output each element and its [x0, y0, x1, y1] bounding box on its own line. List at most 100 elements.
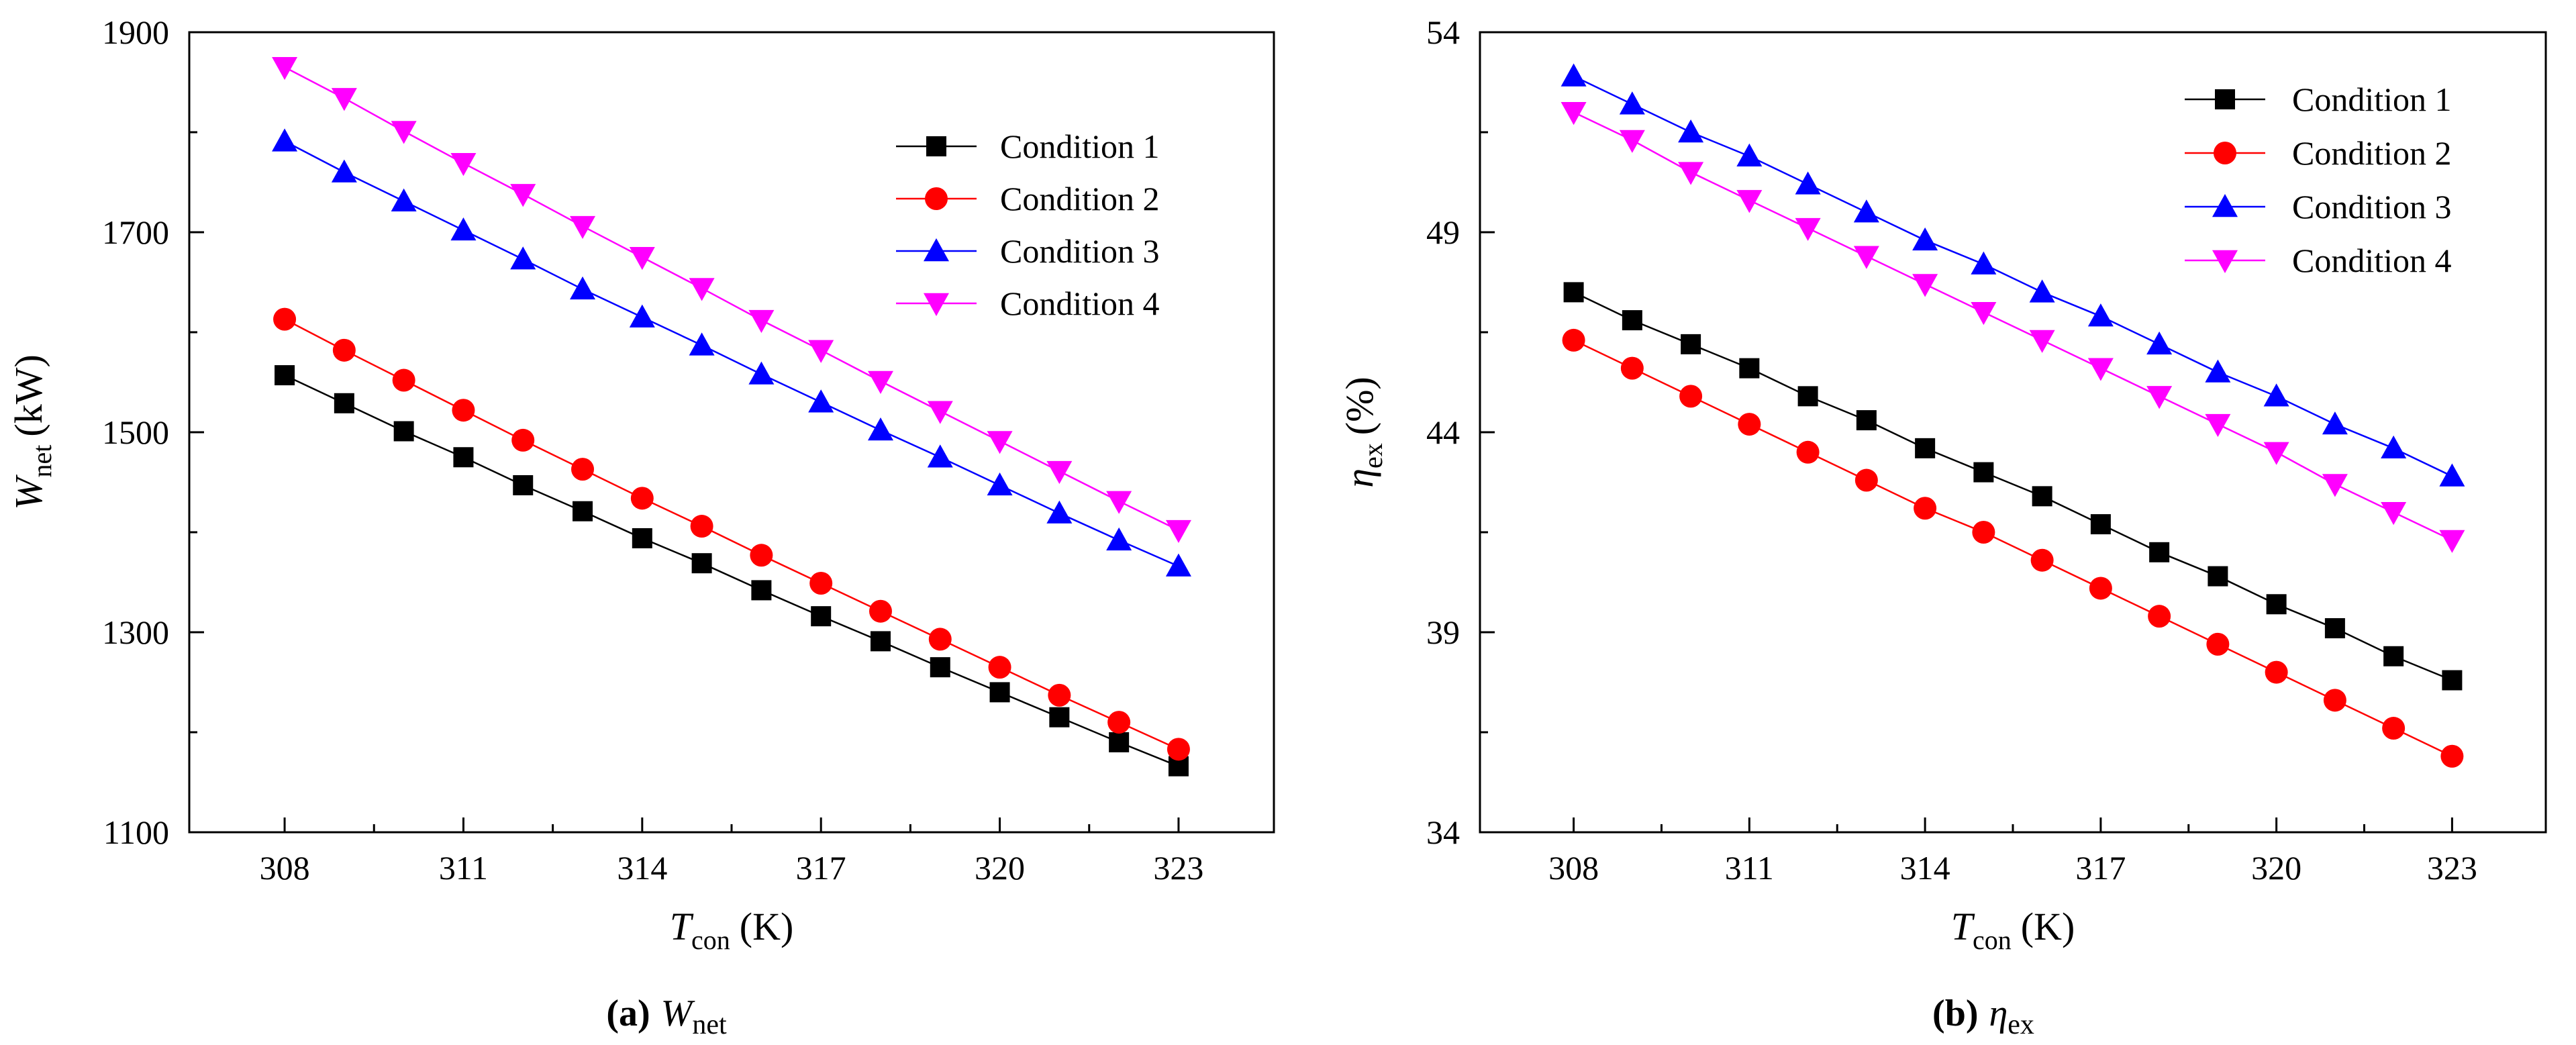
series-3-point: [2146, 331, 2173, 355]
series-1: [275, 365, 1189, 777]
x-axis-unit: (K): [740, 905, 794, 948]
series-4-point: [927, 401, 953, 424]
series-4-point: [1561, 102, 1587, 126]
series-3-point: [2263, 383, 2289, 407]
series-4-point: [570, 215, 596, 240]
y-tick-label: 54: [1426, 13, 1460, 51]
x-tick-label: 323: [1153, 849, 1203, 887]
series-3-line: [284, 140, 1179, 567]
x-tick-label: 314: [617, 849, 667, 887]
series-2-point: [332, 338, 356, 362]
legend-marker: [926, 136, 946, 156]
series-3-point: [331, 159, 357, 183]
series-1-point: [2090, 514, 2111, 535]
series-1-point: [870, 631, 891, 652]
x-axis-subscript: con: [691, 925, 730, 955]
series-2-point: [1738, 413, 1761, 436]
series-4-line: [284, 66, 1179, 532]
series-2-point: [452, 399, 475, 422]
y-tick-label: 1500: [102, 413, 169, 451]
series-3-point: [1971, 251, 1997, 275]
series-3-point: [808, 389, 834, 413]
series-4-point: [272, 56, 298, 81]
y-tick-label: 49: [1426, 213, 1460, 251]
series-4-point: [2205, 413, 2231, 438]
series-4-point: [867, 370, 893, 395]
series-3-point: [391, 188, 417, 212]
series-3-point: [1795, 171, 1821, 195]
y-axis-symbol: W: [7, 475, 50, 510]
legend-label: Condition 2: [2292, 134, 2452, 172]
series-3-point: [629, 304, 655, 328]
legend-label: Condition 1: [2292, 81, 2452, 118]
series-1-point: [393, 421, 414, 442]
series-1-point: [1915, 438, 1936, 458]
x-axis-subscript: con: [1973, 925, 2012, 955]
series-2-point: [1914, 497, 1937, 520]
legend-label: Condition 3: [1000, 232, 1160, 270]
caption-symbol: W: [661, 993, 695, 1034]
series-1-point: [2032, 486, 2052, 507]
series-1-point: [930, 657, 950, 678]
series-4-point: [2087, 358, 2114, 381]
series-3-point: [570, 276, 596, 300]
series-3: [1561, 63, 2465, 487]
series-3-point: [2205, 359, 2231, 383]
x-tick-label: 317: [796, 849, 846, 887]
series-2-point: [750, 544, 773, 567]
series-1-point: [691, 553, 712, 574]
series-4-point: [689, 278, 715, 301]
series-2-line: [1573, 339, 2453, 757]
series-3-point: [1853, 199, 1879, 223]
series-4-point: [748, 309, 775, 334]
series-2-point: [1167, 738, 1190, 761]
legend-marker: [2212, 194, 2238, 217]
series-3-point: [1561, 63, 1587, 87]
series-1-point: [1109, 732, 1130, 752]
series-1-point: [1739, 358, 1760, 379]
series-2-point: [2148, 605, 2171, 628]
series-4-point: [1619, 130, 1645, 153]
series-3-point: [1619, 91, 1645, 115]
panel-caption: (b) ηex: [1932, 993, 2034, 1040]
x-tick-label: 314: [1900, 849, 1950, 887]
series-2-point: [511, 428, 535, 452]
series-3-point: [867, 417, 893, 441]
series-1-point: [2208, 566, 2228, 587]
series-1-line: [1573, 291, 2453, 681]
x-axis-symbol: T: [1951, 905, 1975, 948]
series-2-point: [1972, 521, 1995, 544]
legend-label: Condition 2: [1000, 180, 1160, 217]
series-1-point: [1622, 310, 1642, 331]
series-4-point: [1165, 519, 1191, 544]
y-tick-label: 39: [1426, 613, 1460, 651]
series-2-point: [2323, 689, 2346, 712]
legend-marker: [924, 293, 949, 316]
series-1-line: [284, 374, 1179, 767]
series-4-point: [510, 184, 536, 207]
series-3-point: [927, 444, 953, 468]
series-1-point: [2442, 670, 2463, 691]
series-4-point: [1736, 190, 1763, 213]
series-3-point: [1736, 143, 1763, 166]
series-4-point: [1795, 217, 1821, 242]
series-1-point: [1797, 386, 1818, 407]
series-3-point: [2087, 303, 2114, 327]
series-4-point: [1853, 246, 1879, 269]
series-2-point: [2206, 632, 2230, 656]
series-2-point: [1620, 356, 1644, 380]
series-4-point: [2146, 386, 2173, 409]
series-1-point: [1856, 410, 1877, 431]
y-tick-label: 1300: [102, 613, 169, 651]
legend-marker: [2214, 142, 2236, 164]
series-2-point: [630, 487, 654, 510]
series-2-point: [392, 368, 415, 392]
series-3-point: [987, 472, 1013, 496]
caption-tag: (a): [606, 993, 650, 1034]
series-3-point: [689, 332, 715, 356]
series-4-line: [1573, 111, 2453, 542]
legend-marker: [2212, 250, 2238, 273]
series-4-point: [1046, 460, 1073, 485]
series-1-point: [1563, 282, 1584, 303]
series-1-point: [2383, 646, 2404, 666]
